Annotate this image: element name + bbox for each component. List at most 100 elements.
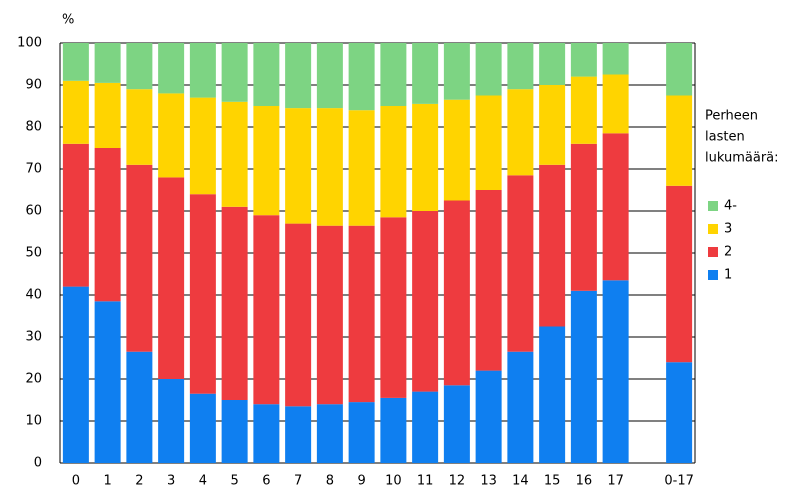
x-tick-label: 0 (72, 474, 80, 489)
bar-segment (285, 223, 312, 407)
bar-segment (253, 106, 280, 216)
bar-segment (412, 43, 439, 104)
bar-segment (380, 397, 407, 463)
bar-segment (412, 211, 439, 392)
x-tick-label: 11 (417, 474, 434, 489)
bar-segment (507, 43, 534, 90)
bar-segment (475, 370, 502, 463)
bar-segment (158, 93, 185, 178)
bar-segment (602, 43, 629, 75)
x-tick-label: 13 (480, 474, 497, 489)
legend-swatch (708, 247, 718, 257)
bar-segment (253, 43, 280, 106)
bar-segment (348, 110, 375, 226)
bar-segment (443, 385, 470, 463)
bar-segment (570, 143, 597, 291)
bar-segment (158, 43, 185, 94)
bar-segment (253, 215, 280, 405)
bar-segment (316, 108, 343, 226)
bar-segment (539, 326, 566, 463)
legend-label: 2 (724, 245, 732, 260)
bar-segment (316, 43, 343, 109)
bar-segment (570, 290, 597, 463)
x-tick-label: 10 (385, 474, 402, 489)
y-tick-label: 70 (25, 162, 42, 177)
x-tick-label: 16 (576, 474, 593, 489)
y-tick-label: 10 (25, 414, 42, 429)
bar-segment (94, 82, 121, 148)
bar-segment (126, 164, 153, 352)
bar-segment (221, 400, 248, 463)
bar-segment (94, 301, 121, 463)
x-tick-label: 4 (199, 474, 207, 489)
legend-label: 3 (724, 222, 732, 237)
bar-segment (221, 101, 248, 207)
bar-segment (475, 43, 502, 96)
bar-segment (443, 200, 470, 386)
x-tick-label: 9 (357, 474, 365, 489)
x-tick-label: 6 (262, 474, 270, 489)
bar-segment (94, 43, 121, 83)
bar-segment (285, 108, 312, 224)
bar-segment (189, 194, 216, 394)
bar-segment (348, 402, 375, 463)
bar-segment (189, 393, 216, 463)
x-tick-label: 3 (167, 474, 175, 489)
bar-segment (62, 80, 89, 144)
bar-segment (539, 164, 566, 327)
legend-swatch (708, 270, 718, 280)
x-tick-label: 0-17 (664, 474, 694, 489)
bar-segment (666, 362, 693, 463)
bar-segment (221, 206, 248, 400)
bar-segment (253, 404, 280, 463)
bar-segment (126, 351, 153, 463)
bar-segment (412, 391, 439, 463)
legend-swatch (708, 201, 718, 211)
bar-segment (189, 97, 216, 195)
y-tick-label: 100 (17, 36, 42, 51)
legend-label: 1 (724, 268, 732, 283)
bar-segment (158, 177, 185, 379)
bar-segment (62, 43, 89, 81)
x-tick-label: 2 (135, 474, 143, 489)
bar-segment (443, 99, 470, 201)
bar-segment (380, 217, 407, 398)
bar-segment (539, 43, 566, 85)
x-tick-label: 1 (103, 474, 111, 489)
y-tick-label: 20 (25, 372, 42, 387)
bar-segment (412, 103, 439, 211)
bar-segment (666, 95, 693, 186)
bar-segment (348, 43, 375, 111)
legend-title: lasten (705, 130, 745, 145)
bar-segment (285, 43, 312, 109)
bar-segment (126, 43, 153, 90)
bar-segment (666, 43, 693, 96)
legend-label: 4- (724, 199, 737, 214)
legend-title: Perheen (705, 109, 758, 124)
bar-segment (570, 43, 597, 77)
y-tick-label: 50 (25, 246, 42, 261)
legend-swatch (708, 224, 718, 234)
bar-segment (316, 404, 343, 463)
bar-segment (62, 286, 89, 463)
bar-segment (475, 95, 502, 190)
y-tick-label: 90 (25, 78, 42, 93)
legend-title: lukumäärä: (705, 151, 779, 166)
bar-segment (539, 85, 566, 165)
x-tick-label: 15 (544, 474, 561, 489)
y-tick-label: 60 (25, 204, 42, 219)
bar-segment (602, 74, 629, 134)
x-tick-label: 7 (294, 474, 302, 489)
bar-segment (380, 106, 407, 218)
bar-segment (507, 351, 534, 463)
y-tick-label: 40 (25, 288, 42, 303)
bar-segment (602, 133, 629, 281)
bar-segment (126, 89, 153, 165)
bar-segment (189, 43, 216, 98)
y-tick-label: 80 (25, 120, 42, 135)
bar-segment (158, 379, 185, 463)
x-tick-label: 14 (512, 474, 529, 489)
x-tick-label: 12 (449, 474, 466, 489)
bar-segment (507, 89, 534, 176)
